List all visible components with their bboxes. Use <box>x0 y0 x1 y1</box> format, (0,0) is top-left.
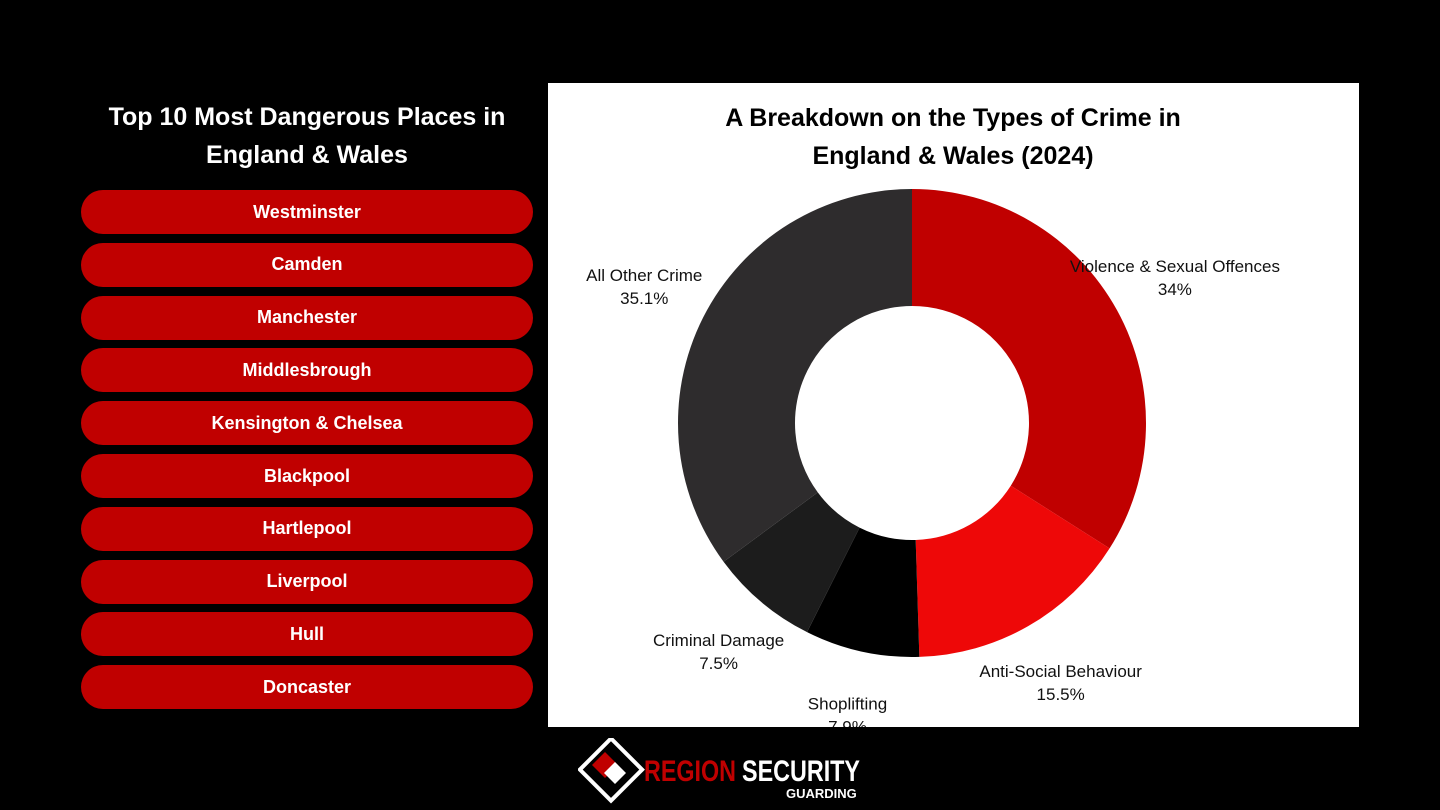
chart-panel: A Breakdown on the Types of Crime in Eng… <box>548 83 1359 727</box>
slice-value: 35.1% <box>620 289 668 308</box>
logo-word: SECURITY <box>742 755 860 788</box>
place-pill: Doncaster <box>81 665 533 710</box>
place-pill: Westminster <box>81 190 533 234</box>
slice-label: Violence & Sexual Offences <box>1070 257 1280 276</box>
donut-slice <box>912 189 1146 549</box>
place-pill: Kensington & Chelsea <box>81 401 533 446</box>
place-pill: Blackpool <box>81 454 533 498</box>
donut-slice <box>723 492 860 633</box>
slice-label: Anti-Social Behaviour <box>979 662 1142 681</box>
donut-slice <box>807 527 920 657</box>
donut-slice <box>678 189 912 562</box>
slice-label: Shoplifting <box>808 694 887 713</box>
place-pill: Camden <box>81 242 533 287</box>
logo-tagline: GUARDING <box>786 786 857 801</box>
donut-slice <box>915 485 1110 657</box>
slice-value: 34% <box>1158 280 1192 299</box>
chart-title: A Breakdown on the Types of Crime in Eng… <box>725 104 1181 170</box>
slice-label: All Other Crime <box>586 266 702 285</box>
list-title: Top 10 Most Dangerous Places in England … <box>108 103 506 169</box>
logo-word: REGION <box>644 755 736 788</box>
slice-value: 7.5% <box>699 654 738 673</box>
logo-icon <box>578 738 645 804</box>
logo: REGION SECURITY GUARDING <box>578 738 860 804</box>
slice-value: 15.5% <box>1037 685 1085 704</box>
place-pill: Manchester <box>81 295 533 340</box>
chart: Violence & Sexual Offences 34% Anti-Social… <box>586 189 1280 727</box>
slice-label: Criminal Damage <box>653 631 784 650</box>
place-pill: Hartlepool <box>81 506 533 551</box>
place-pill: Hull <box>81 612 533 657</box>
slice-value: 7.9% <box>828 717 867 727</box>
place-pill: Liverpool <box>81 559 533 604</box>
place-pill: Middlesbrough <box>81 348 533 393</box>
